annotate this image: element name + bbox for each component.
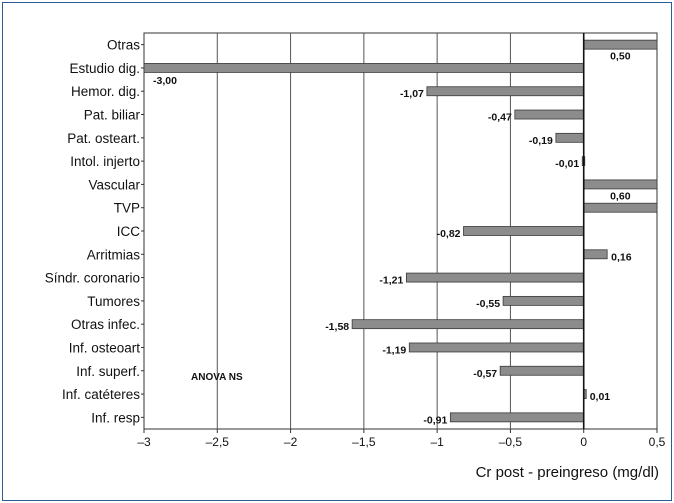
category-label-6: Vascular: [88, 177, 140, 192]
bar-1: [143, 63, 585, 73]
data-label-0: 0,50: [610, 51, 631, 63]
category-label-4: Pat. osteart.: [67, 131, 140, 146]
bar-9: [583, 249, 608, 260]
category-label-14: Inf. superf.: [76, 364, 140, 379]
bar-chart: Otras Estudio dig. Hemor. dig. Pat. biliar P…: [45, 32, 666, 481]
x-tick-label-7: 0,5: [649, 435, 666, 449]
bar-11: [502, 295, 585, 306]
category-label-9: Arritmias: [87, 247, 140, 262]
x-axis-title: Cr post - preingreso (mg/dl): [476, 464, 659, 481]
bar-8: [463, 226, 585, 236]
data-label-1: -3,00: [153, 75, 177, 87]
bar-2: [426, 86, 585, 97]
bar-14: [499, 365, 585, 376]
x-tick-label-2: –2: [284, 435, 298, 449]
anova-annotation: ANOVA NS: [191, 372, 243, 383]
data-label-16: -0,91: [423, 414, 447, 426]
category-label-7: TVP: [114, 201, 140, 216]
data-label-14: -0,57: [473, 368, 497, 380]
category-label-10: Síndr. coronario: [45, 271, 140, 286]
x-tick-label-6: 0: [580, 435, 587, 449]
data-label-11: -0,55: [476, 298, 500, 310]
x-tick-label-4: –1: [430, 435, 444, 449]
category-label-1: Estudio dig.: [69, 61, 140, 76]
category-label-16: Inf. resp: [91, 410, 140, 425]
bar-7: [583, 202, 658, 213]
data-label-2: -1,07: [400, 88, 424, 100]
x-tick-label-5: –0,5: [499, 435, 523, 449]
bar-10: [405, 272, 585, 283]
data-label-6: 0,60: [610, 190, 631, 202]
category-label-12: Otras infec.: [71, 317, 140, 332]
data-label-4: -0,19: [529, 135, 553, 147]
x-tick-label-0: –3: [137, 435, 151, 449]
x-tick-label-1: –2,5: [206, 435, 230, 449]
category-label-15: Inf. catéteres: [62, 387, 140, 402]
data-label-8: -0,82: [437, 228, 461, 240]
data-label-9: 0,16: [611, 251, 632, 263]
bar-12: [351, 319, 585, 330]
category-label-2: Hemor. dig.: [71, 84, 140, 99]
category-label-8: ICC: [117, 224, 141, 239]
category-label-11: Tumores: [87, 294, 140, 309]
category-label-0: Otras: [107, 38, 140, 53]
bar-3: [514, 109, 585, 120]
data-label-12: -1,58: [325, 321, 349, 333]
data-label-10: -1,21: [379, 275, 403, 287]
category-label-5: Intol. injerto: [70, 154, 140, 169]
category-label-3: Pat. biliar: [84, 108, 141, 123]
bar-13: [408, 342, 585, 353]
data-label-5: -0,01: [555, 158, 579, 170]
category-label-13: Inf. osteoart: [69, 340, 141, 355]
bar-4: [555, 132, 585, 143]
bar-6: [583, 179, 658, 190]
x-tick-label-3: –1,5: [352, 435, 376, 449]
data-label-15: 0,01: [590, 391, 611, 403]
data-label-13: -1,19: [382, 344, 406, 356]
bar-16: [449, 412, 585, 423]
bar-0: [583, 39, 658, 50]
data-label-3: -0,47: [488, 112, 512, 124]
